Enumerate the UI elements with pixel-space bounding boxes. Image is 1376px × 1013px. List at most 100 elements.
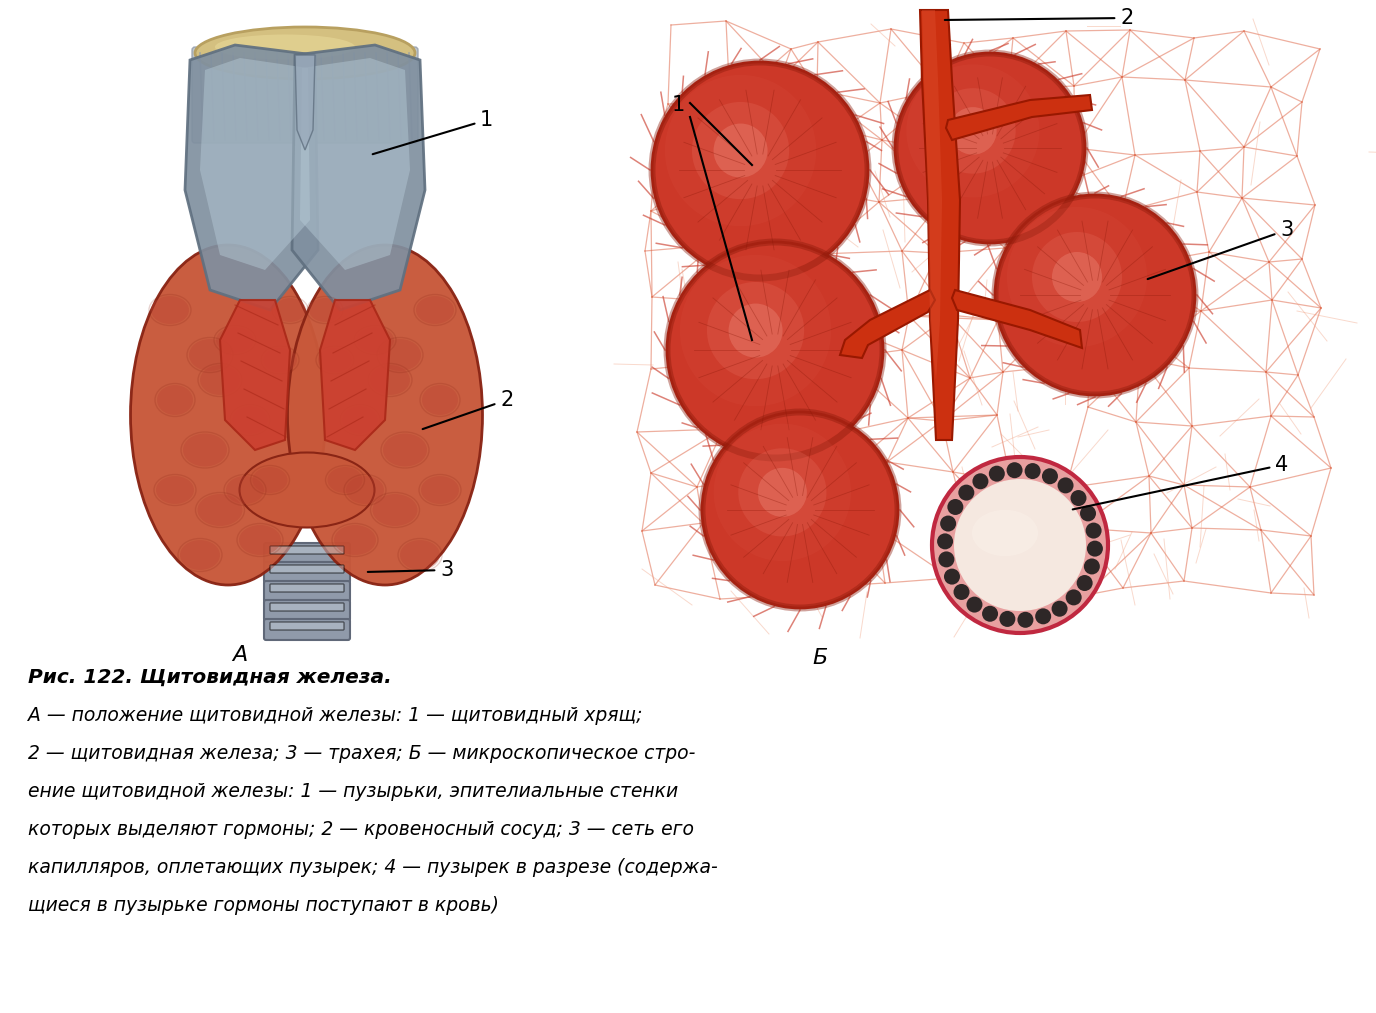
Text: А: А [233,645,248,665]
Ellipse shape [226,476,264,504]
Text: 2: 2 [945,8,1134,28]
Circle shape [1032,232,1121,322]
Polygon shape [184,45,318,310]
Circle shape [1025,463,1040,479]
Ellipse shape [195,27,416,79]
Ellipse shape [383,434,427,467]
Ellipse shape [183,434,227,467]
Ellipse shape [198,494,242,526]
Polygon shape [922,10,943,380]
Text: капилляров, оплетающих пузырек; 4 — пузырек в разрезе (содержа-: капилляров, оплетающих пузырек; 4 — пузы… [28,858,718,877]
Circle shape [702,412,899,608]
Circle shape [954,479,1086,611]
Polygon shape [300,58,410,270]
Circle shape [1087,541,1104,556]
Circle shape [1017,612,1033,628]
Circle shape [1071,490,1087,506]
Ellipse shape [421,476,460,504]
Text: 3: 3 [1148,220,1293,279]
Ellipse shape [263,347,297,373]
Ellipse shape [216,327,255,353]
Ellipse shape [310,298,341,322]
Ellipse shape [131,245,326,585]
Ellipse shape [180,540,220,570]
Polygon shape [220,300,290,450]
Circle shape [1086,523,1102,539]
Ellipse shape [288,245,483,585]
Circle shape [1065,590,1082,606]
FancyBboxPatch shape [270,546,344,554]
Ellipse shape [400,540,440,570]
Circle shape [907,65,1039,198]
Ellipse shape [378,339,421,371]
Text: А — положение щитовидной железы: 1 — щитовидный хрящ;: А — положение щитовидной железы: 1 — щит… [28,706,643,725]
Ellipse shape [327,467,362,493]
Ellipse shape [233,406,268,434]
FancyBboxPatch shape [270,585,344,592]
Ellipse shape [151,296,189,324]
Text: щиеся в пузырьке гормоны поступают в кровь): щиеся в пузырьке гормоны поступают в кро… [28,897,499,915]
Ellipse shape [422,385,458,415]
Ellipse shape [200,365,239,395]
Circle shape [937,534,954,549]
FancyBboxPatch shape [264,562,350,583]
Ellipse shape [343,406,378,434]
Circle shape [944,568,960,585]
Text: 4: 4 [1073,455,1288,510]
Circle shape [714,124,768,177]
Circle shape [966,597,982,613]
Polygon shape [952,290,1082,348]
Polygon shape [294,55,315,150]
Text: которых выделяют гормоны; 2 — кровеносный сосуд; 3 — сеть его: которых выделяют гормоны; 2 — кровеносны… [28,820,694,839]
Ellipse shape [971,510,1038,556]
FancyBboxPatch shape [264,543,350,564]
FancyBboxPatch shape [270,622,344,630]
FancyBboxPatch shape [270,565,344,573]
Circle shape [707,282,804,379]
Ellipse shape [157,385,193,415]
Text: 3: 3 [367,560,453,580]
Ellipse shape [239,453,374,528]
Text: 1: 1 [671,95,685,115]
Ellipse shape [334,525,376,555]
Text: 1: 1 [373,110,493,154]
Polygon shape [947,95,1093,140]
Circle shape [973,473,988,489]
Circle shape [652,62,868,278]
Circle shape [1042,468,1058,484]
Ellipse shape [239,525,281,555]
FancyBboxPatch shape [264,581,350,602]
Circle shape [665,75,816,226]
Circle shape [667,242,883,458]
Text: ение щитовидной железы: 1 — пузырьки, эпителиальные стенки: ение щитовидной железы: 1 — пузырьки, эп… [28,782,678,801]
Circle shape [995,194,1194,395]
Circle shape [894,53,1086,243]
FancyBboxPatch shape [264,600,350,621]
Circle shape [692,102,790,200]
FancyBboxPatch shape [270,603,344,611]
Ellipse shape [155,476,194,504]
Circle shape [989,466,1004,481]
Circle shape [1058,477,1073,493]
Polygon shape [321,300,389,450]
Circle shape [947,499,963,515]
Circle shape [940,516,956,532]
Circle shape [982,606,998,622]
Ellipse shape [274,298,305,322]
Text: 2: 2 [422,390,513,430]
Ellipse shape [416,296,454,324]
Circle shape [1080,505,1097,522]
Polygon shape [200,58,310,270]
Ellipse shape [318,347,352,373]
Circle shape [1035,609,1051,624]
FancyBboxPatch shape [193,47,418,143]
Text: Б: Б [812,648,827,668]
Ellipse shape [253,467,288,493]
Circle shape [680,255,831,406]
Circle shape [938,551,955,567]
Circle shape [958,484,974,500]
Ellipse shape [189,339,231,371]
Circle shape [930,88,1015,173]
Text: 2 — щитовидная железа; 3 — трахея; Б — микроскопическое стро-: 2 — щитовидная железа; 3 — трахея; Б — м… [28,744,695,763]
Circle shape [1053,252,1102,302]
